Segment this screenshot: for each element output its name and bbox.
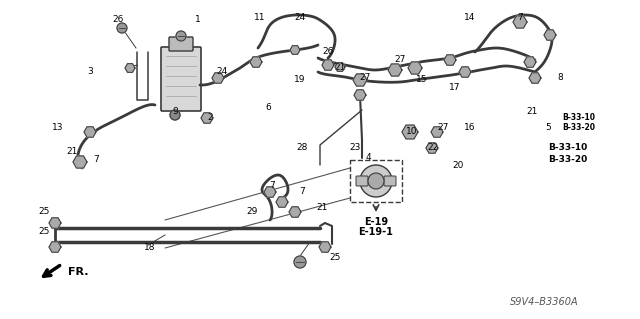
Text: 15: 15 [416,76,428,85]
Text: 25: 25 [330,254,340,263]
Text: 27: 27 [394,56,406,64]
Text: 21: 21 [334,63,346,72]
Text: FR.: FR. [68,267,88,277]
Text: 7: 7 [299,188,305,197]
Polygon shape [426,143,438,153]
Polygon shape [250,57,262,67]
Polygon shape [84,127,96,137]
Circle shape [117,23,127,33]
Text: 8: 8 [557,73,563,83]
Text: 13: 13 [52,123,64,132]
Text: 16: 16 [464,123,476,132]
Text: 29: 29 [246,207,258,217]
Text: 11: 11 [254,13,266,23]
Circle shape [176,31,186,41]
Text: 26: 26 [112,16,124,25]
Circle shape [360,165,392,197]
Polygon shape [513,16,527,28]
Text: 23: 23 [349,144,361,152]
Text: 17: 17 [449,84,461,93]
Text: 3: 3 [87,68,93,77]
Polygon shape [201,113,213,123]
Polygon shape [289,207,301,217]
Polygon shape [353,74,367,86]
Polygon shape [290,46,300,54]
Text: 21: 21 [316,204,328,212]
Text: 7: 7 [93,155,99,165]
Text: B-33-20: B-33-20 [562,123,595,132]
FancyBboxPatch shape [161,47,201,111]
Text: 1: 1 [195,16,201,25]
Polygon shape [459,67,471,77]
Text: E-19: E-19 [364,217,388,227]
Polygon shape [402,125,418,139]
Polygon shape [319,242,331,252]
Circle shape [170,110,180,120]
Text: 21: 21 [526,108,538,116]
Bar [350,160,402,202]
Polygon shape [335,63,345,71]
Text: 25: 25 [38,207,50,217]
Text: 9: 9 [172,108,178,116]
Text: S9V4–B3360A: S9V4–B3360A [510,297,579,307]
Polygon shape [49,218,61,228]
Text: B-33-20: B-33-20 [548,155,588,165]
Text: 24: 24 [294,13,306,23]
Polygon shape [529,73,541,83]
Text: 5: 5 [545,123,551,132]
Text: 27: 27 [359,73,371,83]
FancyBboxPatch shape [384,176,396,186]
Text: 27: 27 [437,123,449,132]
Text: 26: 26 [323,48,333,56]
Polygon shape [49,242,61,252]
Text: B-33-10: B-33-10 [562,114,595,122]
Polygon shape [322,60,334,70]
Circle shape [368,173,384,189]
Text: 18: 18 [144,243,156,253]
Text: 4: 4 [365,153,371,162]
Text: 25: 25 [38,227,50,236]
Text: 28: 28 [296,144,308,152]
Polygon shape [431,127,443,137]
Text: 7: 7 [517,13,523,23]
Text: 21: 21 [67,147,77,157]
Polygon shape [544,30,556,40]
Polygon shape [388,64,402,76]
Text: 20: 20 [452,160,464,169]
Polygon shape [354,90,366,100]
Text: 2: 2 [207,114,213,122]
Polygon shape [276,197,288,207]
Text: 14: 14 [464,13,476,23]
Text: 10: 10 [406,128,418,137]
FancyBboxPatch shape [356,176,368,186]
Text: 6: 6 [265,103,271,113]
Polygon shape [264,187,276,197]
Text: 24: 24 [216,68,228,77]
Text: B-33-10: B-33-10 [548,144,588,152]
Polygon shape [212,73,224,83]
Text: 19: 19 [294,76,306,85]
Polygon shape [73,156,87,168]
Text: 7: 7 [269,182,275,190]
Polygon shape [125,64,135,72]
Polygon shape [444,55,456,65]
Circle shape [294,256,306,268]
Polygon shape [408,62,422,74]
Polygon shape [524,57,536,67]
FancyBboxPatch shape [169,37,193,51]
Text: E-19-1: E-19-1 [358,227,394,237]
Text: 22: 22 [428,144,438,152]
